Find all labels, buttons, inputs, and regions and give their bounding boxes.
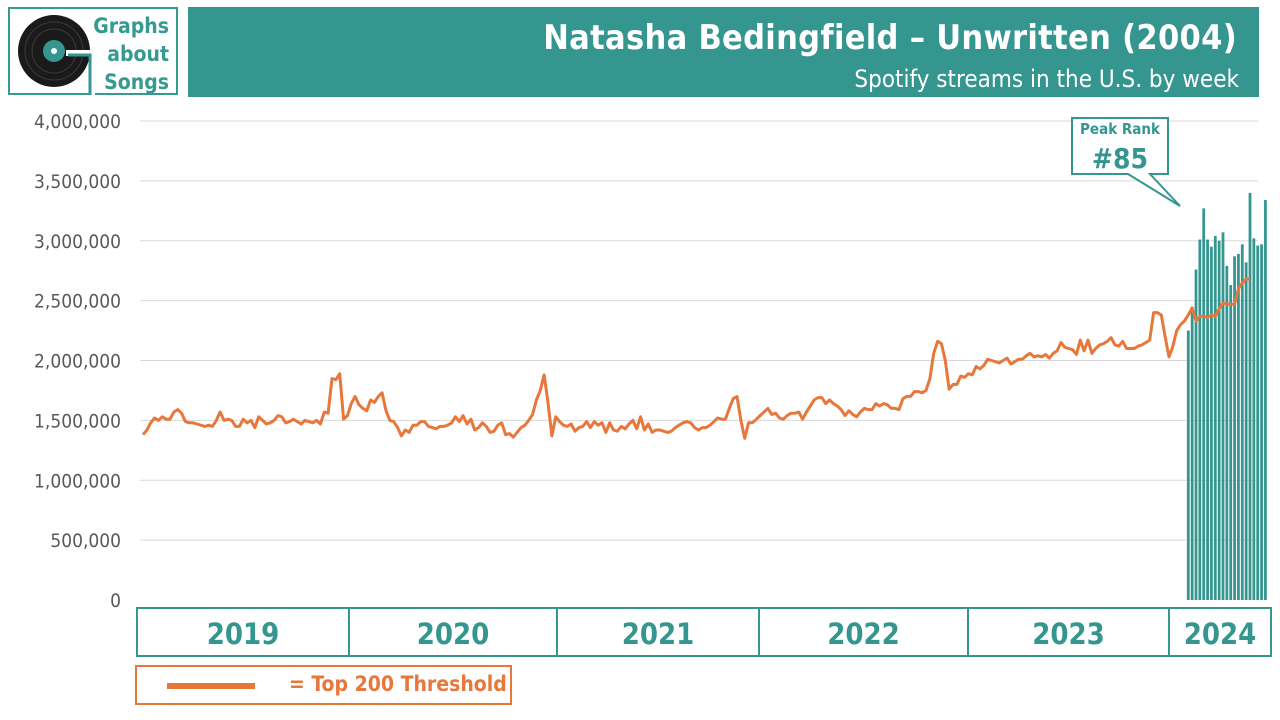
stream-bars — [1186, 192, 1267, 601]
stream-bar — [1217, 240, 1221, 600]
stream-bar — [1221, 232, 1225, 600]
year-axis: 2019 2020 2021 2022 2023 2024 — [136, 607, 1272, 657]
year-box — [348, 607, 558, 657]
year-box — [1168, 607, 1272, 657]
page-title: Natasha Bedingfield – Unwritten (2004) — [543, 18, 1237, 58]
stream-bar — [1240, 244, 1244, 600]
year-box — [967, 607, 1170, 657]
header-banner: Natasha Bedingfield – Unwritten (2004) S… — [188, 7, 1259, 97]
y-tick-label: 4,000,000 — [34, 111, 121, 133]
callout-value: #85 — [1092, 142, 1148, 175]
stream-bar — [1198, 239, 1202, 601]
logo-text: Graphs about Songs — [93, 12, 169, 96]
year-label: 2024 — [1184, 617, 1257, 651]
y-tick-label: 3,000,000 — [34, 231, 121, 253]
peak-rank-callout: Peak Rank #85 — [1071, 117, 1181, 207]
logo-line-2: about — [107, 42, 169, 66]
stream-bar — [1233, 256, 1236, 600]
stream-bar — [1248, 192, 1252, 600]
stream-bar — [1202, 208, 1206, 601]
stream-bar — [1260, 244, 1263, 600]
y-tick-label: 1,500,000 — [34, 410, 121, 432]
stream-bar — [1186, 330, 1190, 600]
threshold-line — [141, 277, 1250, 440]
y-tick-labels: 0 500,000 1,000,000 1,500,000 2,000,000 2,500… — [34, 111, 121, 612]
stream-bar — [1264, 200, 1267, 600]
legend-line-swatch — [167, 683, 255, 689]
year-label: 2021 — [622, 617, 695, 651]
year-label: 2022 — [827, 617, 900, 651]
y-tick-label: 3,500,000 — [34, 171, 121, 193]
year-label: 2020 — [417, 617, 490, 651]
logo-line-3: Songs — [104, 70, 169, 94]
callout-label: Peak Rank — [1080, 120, 1161, 138]
grid-lines — [140, 120, 1258, 541]
year-label: 2023 — [1032, 617, 1105, 651]
y-tick-label: 500,000 — [50, 530, 121, 552]
y-tick-label: 0 — [110, 590, 121, 612]
y-tick-label: 2,000,000 — [34, 351, 121, 373]
y-tick-label: 1,000,000 — [34, 470, 121, 492]
logo-line-1: Graphs — [93, 14, 169, 38]
vinyl-record-icon — [18, 15, 95, 95]
stream-bar — [1237, 253, 1240, 601]
year-box — [556, 607, 760, 657]
year-label: 2019 — [207, 617, 280, 651]
stream-bar — [1229, 285, 1233, 600]
stream-bar — [1225, 265, 1229, 600]
stream-bar — [1213, 235, 1217, 600]
stream-bar — [1210, 246, 1213, 601]
legend: = Top 200 Threshold — [135, 665, 512, 705]
stream-bar — [1194, 269, 1198, 600]
y-tick-label: 2,500,000 — [34, 291, 121, 313]
stream-bar — [1256, 245, 1260, 601]
page-subtitle: Spotify streams in the U.S. by week — [854, 65, 1239, 93]
stream-bar — [1252, 238, 1256, 601]
legend-label: = Top 200 Threshold — [289, 672, 507, 696]
stream-bar — [1190, 306, 1194, 600]
year-box — [136, 607, 350, 657]
callout-box — [1071, 117, 1181, 207]
logo: Graphs about Songs — [8, 7, 178, 95]
threshold-series-line — [141, 277, 1250, 440]
stream-bar — [1206, 239, 1209, 601]
stream-bar — [1244, 262, 1248, 600]
